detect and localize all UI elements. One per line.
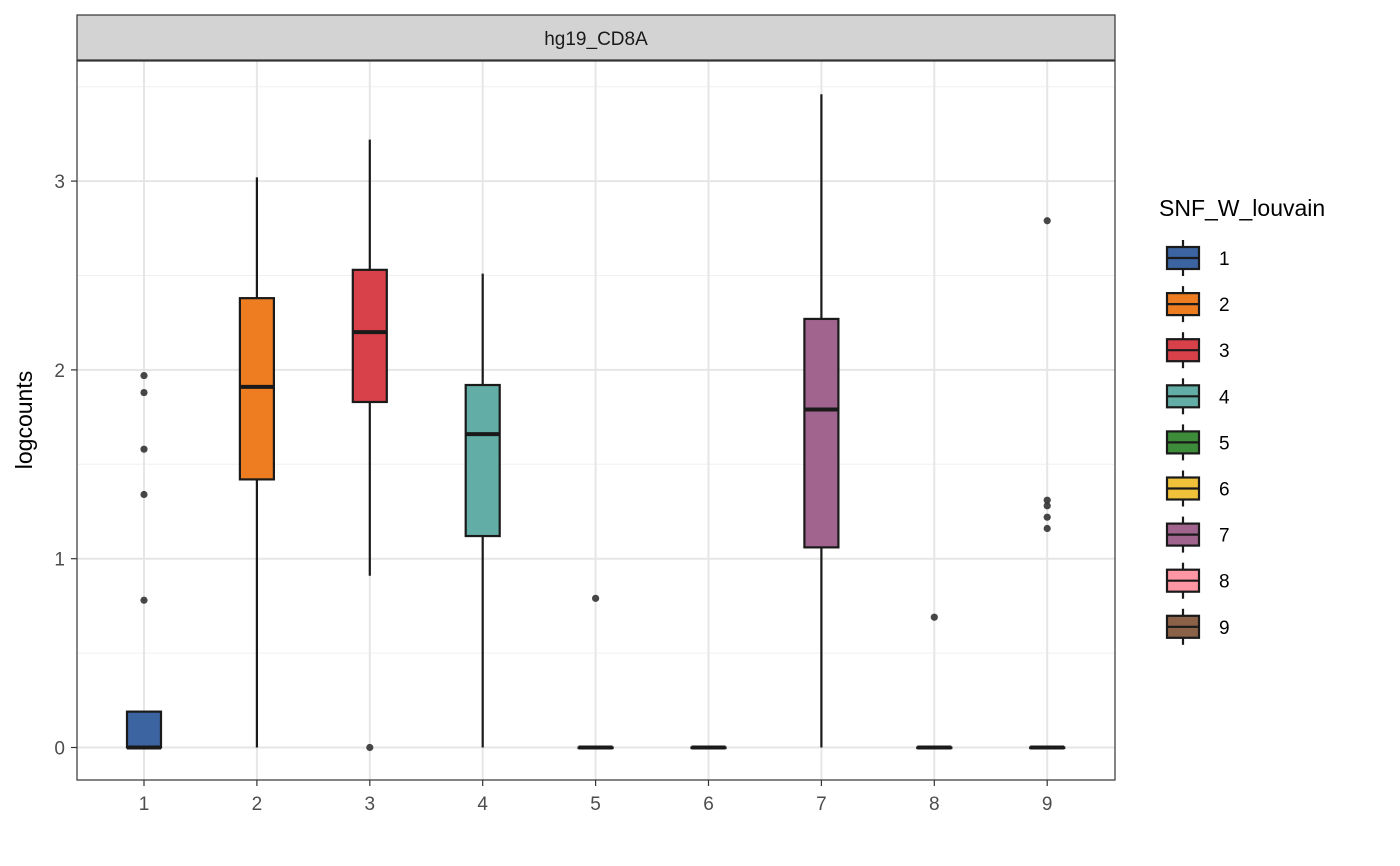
outlier-point [140,490,148,499]
legend-item-7: 7 [1165,516,1230,553]
y-axis-title: logcounts [11,371,37,469]
legend-label: 1 [1219,249,1230,270]
legend-title: SNF_W_louvain [1159,195,1325,221]
box-group-8 [916,613,953,750]
x-tick-label: 5 [590,794,601,815]
outlier-point [140,596,148,604]
outlier-point [1043,496,1051,504]
box-group-5 [577,594,614,750]
legend-label: 2 [1219,295,1230,316]
legend-item-5: 5 [1165,424,1230,461]
legend-label: 8 [1219,572,1230,593]
x-tick-label: 4 [477,794,488,815]
outlier-point [140,388,148,397]
outlier-point [1043,513,1051,521]
legend-label: 3 [1219,341,1230,362]
outlier-point [930,613,938,621]
y-tick-label: 2 [54,361,65,382]
x-axis: 1 2 3 4 5 6 7 8 9 [139,780,1053,815]
legend-item-1: 1 [1165,240,1230,276]
box-group-7 [803,94,840,748]
x-tick-label: 1 [139,794,150,815]
box-body [464,383,501,538]
box-group-3 [351,139,388,752]
y-tick-label: 0 [54,739,65,760]
x-tick-label: 2 [252,794,263,815]
box-group-4 [464,273,501,748]
box-group-2 [238,177,275,748]
legend-item-8: 8 [1165,562,1230,599]
legend: SNF_W_louvain 1 2 3 4 5 6 7 8 9 [1159,195,1325,645]
legend-label: 4 [1219,387,1230,408]
x-tick-label: 7 [816,794,827,815]
outlier-point [140,371,148,380]
legend-item-6: 6 [1165,470,1230,507]
legend-label: 6 [1219,480,1230,501]
x-tick-label: 6 [703,794,714,815]
legend-label: 5 [1219,433,1230,454]
outlier-point [366,743,374,752]
box-body [803,317,840,549]
box-group-1 [125,371,163,750]
outlier-point [1043,524,1051,533]
box-body [125,710,163,749]
legend-item-3: 3 [1165,332,1230,369]
outlier-point [1043,502,1051,510]
x-tick-label: 3 [365,794,376,815]
y-axis: 0 1 2 3 [54,172,77,760]
boxes-layer [125,94,1066,752]
facet-strip [76,14,1116,61]
legend-item-4: 4 [1165,378,1230,415]
box-body [351,268,388,404]
legend-item-2: 2 [1165,286,1230,323]
outlier-point [140,445,148,453]
x-tick-label: 8 [929,794,940,815]
box-group-6 [690,745,727,750]
x-tick-label: 9 [1042,794,1053,815]
y-tick-label: 1 [54,550,65,571]
outlier-point [592,594,600,602]
box-group-9 [1029,217,1066,750]
y-tick-label: 3 [54,172,65,193]
outlier-point [1043,217,1051,225]
facet-strip-label: hg19_CD8A [544,29,648,50]
legend-item-9: 9 [1165,608,1230,645]
legend-label: 7 [1219,526,1230,547]
legend-label: 9 [1219,618,1230,639]
